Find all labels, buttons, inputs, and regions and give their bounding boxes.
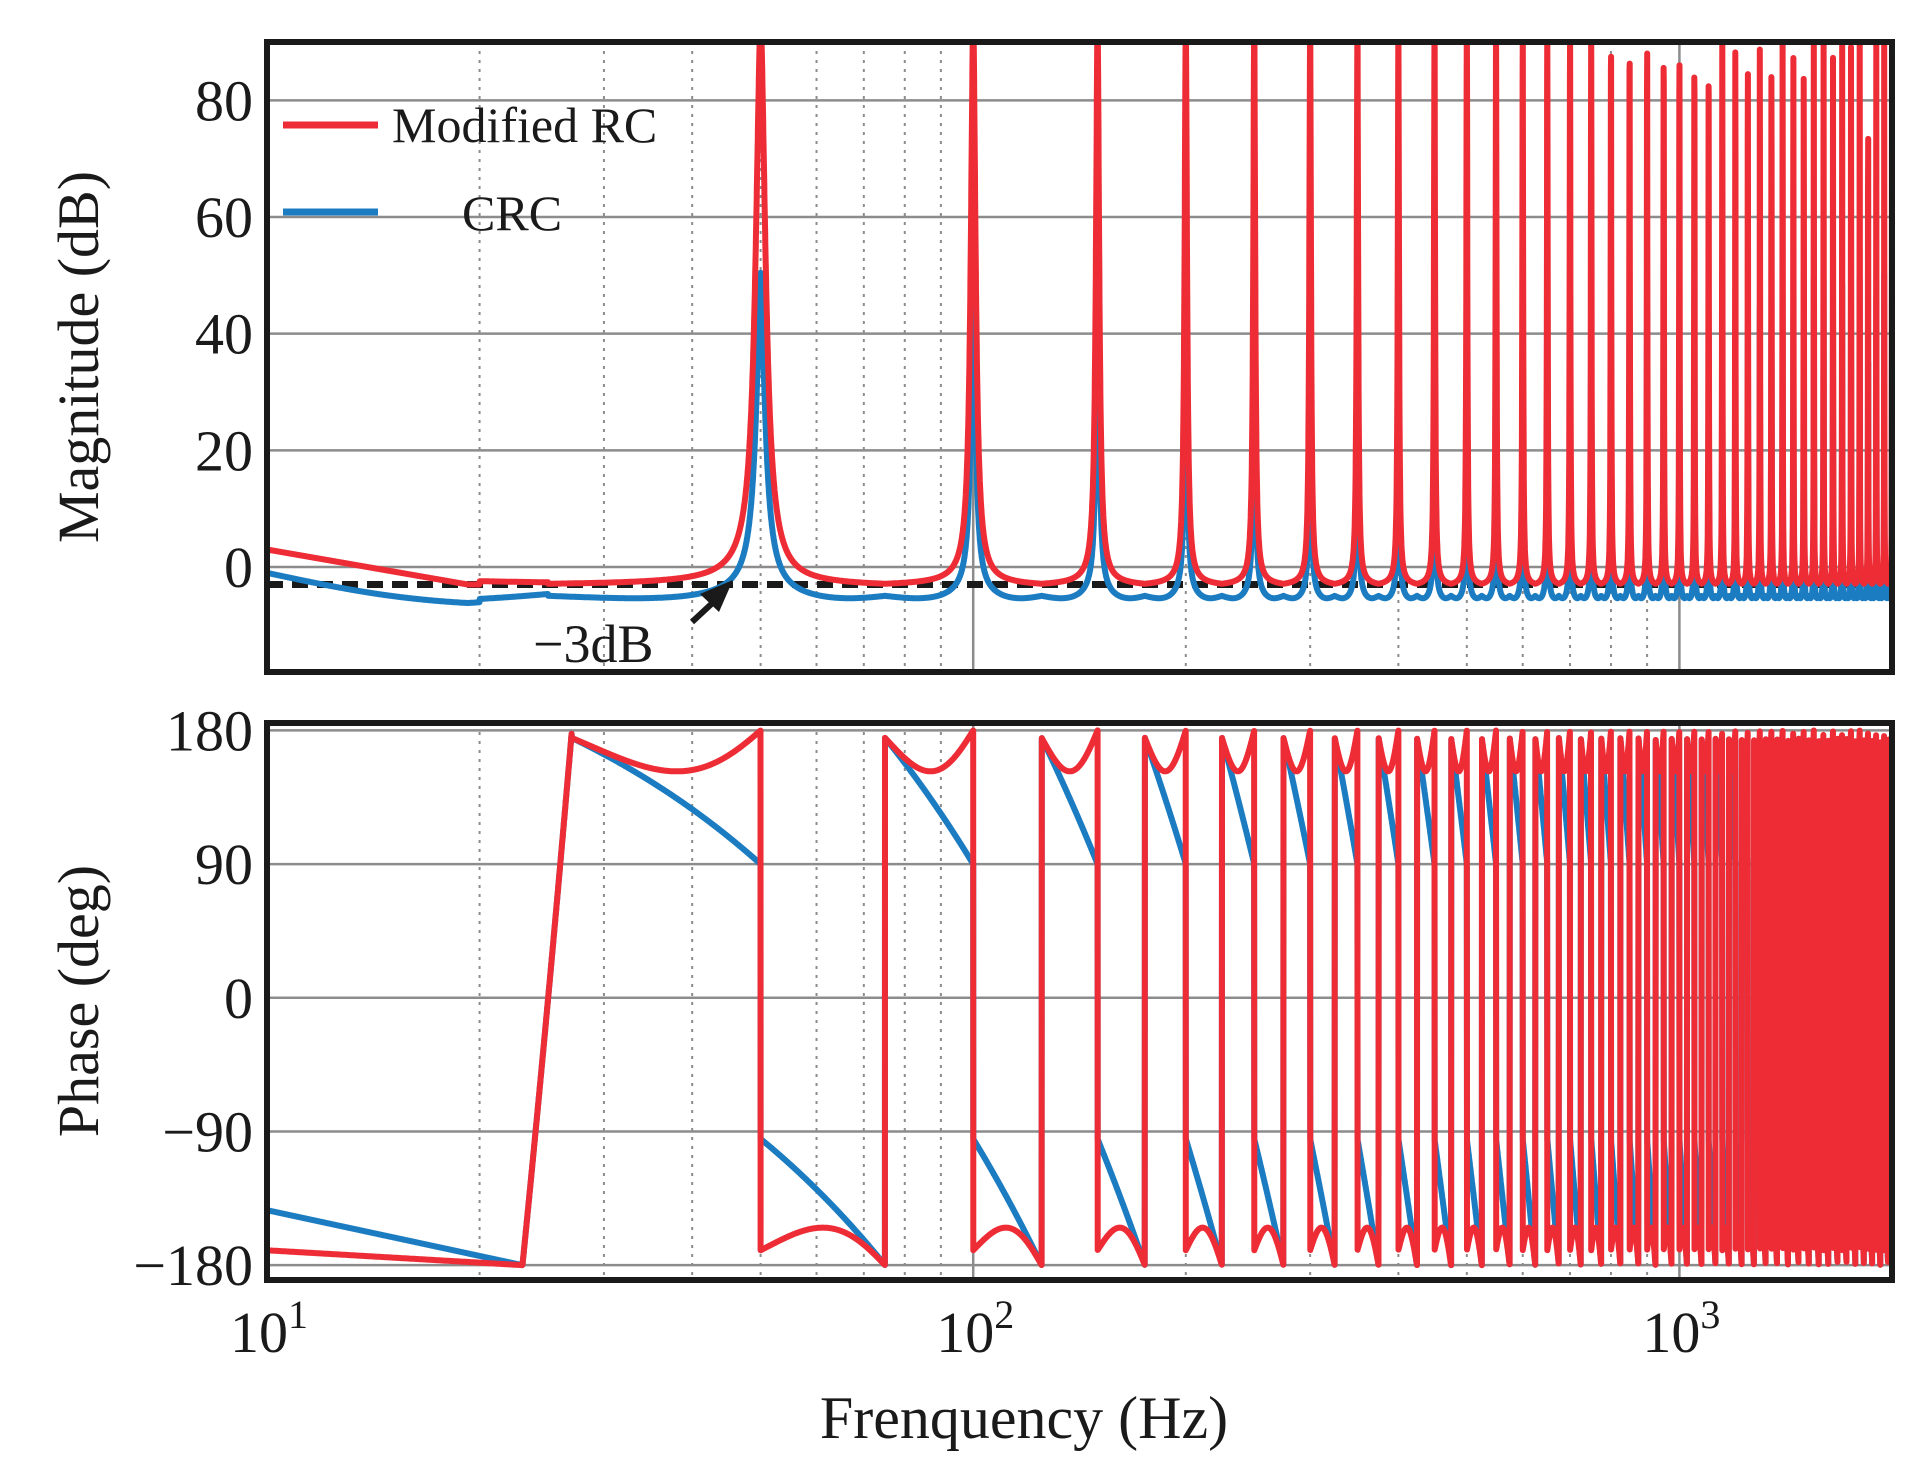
legend-modified-rc-label: Modified RC	[392, 97, 657, 153]
magnitude-y-tick-label: 60	[195, 185, 253, 250]
magnitude-y-tick-label: 40	[195, 302, 253, 367]
magnitude-crc-line	[267, 269, 1892, 606]
phase-y-axis-label: Phase (deg)	[46, 865, 111, 1137]
phase-y-tick-label: 90	[195, 832, 253, 897]
legend-crc-label: CRC	[462, 185, 562, 241]
x-tick-label: 101	[230, 1292, 308, 1365]
phase-y-tick-label: −180	[133, 1233, 253, 1298]
x-tick-label: 102	[936, 1292, 1014, 1365]
phase-axes-frame	[264, 720, 1895, 1283]
magnitude-axes-frame	[264, 39, 1895, 675]
phase-modified-rc-line	[267, 727, 1892, 1269]
magnitude-modified-rc-line	[267, 42, 1892, 588]
magnitude-y-tick-label: 0	[224, 535, 253, 600]
annotation-label: −3dB	[533, 614, 653, 674]
magnitude-y-tick-label: 80	[195, 68, 253, 133]
x-axis-label: Frenquency (Hz)	[820, 1385, 1228, 1451]
x-tick-label: 103	[1642, 1292, 1720, 1365]
phase-y-tick-label: 0	[224, 966, 253, 1031]
phase-y-tick-label: 180	[166, 698, 253, 763]
legend: Modified RC CRC	[283, 97, 657, 241]
magnitude-y-axis-label: Magnitude (dB)	[46, 171, 111, 543]
annotation-arrow-head	[700, 580, 733, 612]
magnitude-y-tick-label: 20	[195, 418, 253, 483]
phase-y-tick-label: −90	[162, 1099, 253, 1164]
minus-3db-annotation: −3dB	[533, 580, 733, 674]
